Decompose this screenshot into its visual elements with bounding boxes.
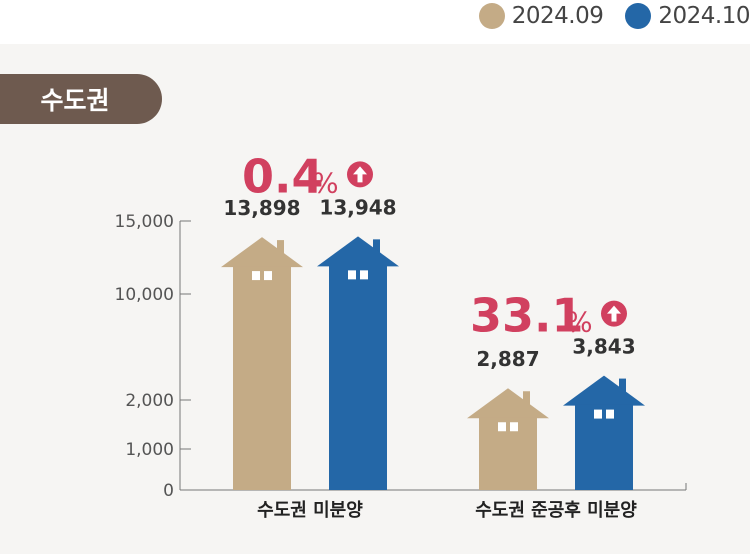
change-value: 33.1 — [470, 289, 584, 343]
y-tick-label: 0 — [163, 481, 174, 501]
house-roof — [221, 237, 303, 268]
up-arrow-icon-head — [353, 166, 367, 175]
up-arrow-icon-stem — [357, 173, 363, 183]
category-label: 수도권 미분양 — [257, 500, 363, 521]
y-tick-label: 10,000 — [115, 285, 174, 305]
house-roof — [317, 236, 399, 267]
legend-item-2024-09: 2024.09 — [478, 3, 604, 29]
house-window — [498, 422, 506, 432]
house-window — [264, 271, 272, 281]
y-tick-label: 1,000 — [125, 440, 174, 460]
up-arrow-icon-head — [607, 305, 621, 314]
house-window — [594, 409, 602, 419]
category-label: 수도권 준공후 미분양 — [475, 500, 637, 521]
house-window — [606, 409, 614, 419]
y-tick-label: 15,000 — [115, 212, 174, 232]
legend-label-2024-10: 2024.10 — [658, 3, 750, 29]
bar — [479, 417, 537, 490]
legend-swatch-2024-09 — [478, 3, 505, 29]
house-window — [360, 270, 368, 280]
up-arrow-icon-stem — [611, 312, 617, 322]
legend-label-2024-09: 2024.09 — [511, 3, 604, 29]
house-roof — [563, 375, 645, 406]
legend-item-2024-10: 2024.10 — [625, 3, 750, 29]
data-label: 2,887 — [476, 347, 539, 371]
change-unit: % — [566, 306, 593, 339]
bar — [233, 266, 291, 490]
region-tag: 수도권 — [0, 74, 162, 124]
legend: 2024.09 2024.10 — [457, 2, 750, 30]
bar — [329, 265, 387, 490]
y-tick-label: 2,000 — [125, 391, 174, 411]
bar — [575, 404, 633, 490]
house-roof — [467, 388, 549, 419]
house-window — [252, 271, 260, 281]
house-window — [510, 422, 518, 432]
data-label: 13,948 — [319, 195, 396, 219]
data-label: 13,898 — [223, 196, 300, 220]
legend-swatch-2024-10 — [625, 3, 652, 29]
change-unit: % — [312, 166, 339, 199]
change-value: 0.4 — [242, 149, 324, 203]
data-label: 3,843 — [572, 335, 635, 359]
house-window — [348, 270, 356, 280]
